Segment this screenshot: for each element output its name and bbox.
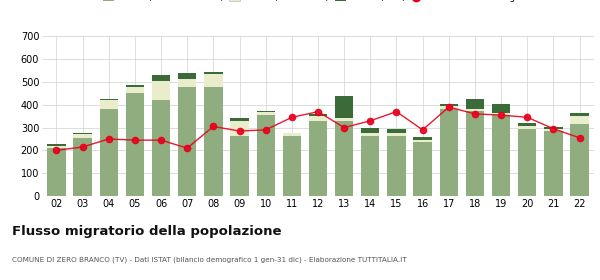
Bar <box>388 133 406 136</box>
Bar <box>283 133 301 136</box>
Bar <box>309 116 327 121</box>
Bar <box>388 129 406 133</box>
Bar <box>518 129 536 196</box>
Bar <box>413 140 432 143</box>
Bar <box>466 109 484 111</box>
Bar <box>257 111 275 112</box>
Bar <box>47 148 65 196</box>
Bar <box>544 131 563 196</box>
Text: Flusso migratorio della popolazione: Flusso migratorio della popolazione <box>12 225 281 238</box>
Bar <box>361 136 379 196</box>
Bar <box>204 72 223 74</box>
Bar <box>518 123 536 127</box>
Bar <box>100 109 118 196</box>
Bar <box>492 115 510 196</box>
Bar <box>73 134 92 138</box>
Bar <box>178 79 196 87</box>
Bar <box>335 121 353 196</box>
Bar <box>388 136 406 196</box>
Bar <box>492 113 510 115</box>
Bar <box>466 99 484 109</box>
Bar <box>518 127 536 129</box>
Bar <box>361 128 379 133</box>
Bar <box>152 100 170 196</box>
Bar <box>361 133 379 136</box>
Bar <box>230 121 248 136</box>
Bar <box>492 104 510 113</box>
Bar <box>309 121 327 196</box>
Bar <box>152 81 170 100</box>
Text: COMUNE DI ZERO BRANCO (TV) - Dati ISTAT (bilancio demografico 1 gen-31 dic) - El: COMUNE DI ZERO BRANCO (TV) - Dati ISTAT … <box>12 256 407 263</box>
Legend: Iscritti (da altri comuni), Iscritti (dall'estero), Iscritti (altri), Cancellati: Iscritti (da altri comuni), Iscritti (da… <box>103 0 533 2</box>
Bar <box>440 109 458 196</box>
Bar <box>544 129 563 131</box>
Bar <box>440 104 458 106</box>
Bar <box>73 133 92 134</box>
Bar <box>257 112 275 115</box>
Bar <box>571 113 589 116</box>
Bar <box>178 87 196 196</box>
Bar <box>100 100 118 109</box>
Bar <box>283 136 301 196</box>
Bar <box>230 136 248 196</box>
Bar <box>571 116 589 124</box>
Bar <box>100 99 118 100</box>
Bar <box>571 124 589 196</box>
Bar <box>335 118 353 121</box>
Bar <box>204 87 223 196</box>
Bar <box>126 85 144 87</box>
Bar <box>335 96 353 118</box>
Bar <box>440 106 458 109</box>
Bar <box>309 114 327 116</box>
Bar <box>73 138 92 196</box>
Bar <box>413 137 432 140</box>
Bar <box>47 146 65 148</box>
Bar <box>204 74 223 87</box>
Bar <box>257 115 275 196</box>
Bar <box>47 144 65 146</box>
Bar <box>230 118 248 121</box>
Bar <box>413 143 432 196</box>
Bar <box>544 127 563 129</box>
Bar <box>126 94 144 196</box>
Bar <box>152 75 170 81</box>
Bar <box>126 87 144 94</box>
Bar <box>466 111 484 196</box>
Bar <box>178 73 196 79</box>
